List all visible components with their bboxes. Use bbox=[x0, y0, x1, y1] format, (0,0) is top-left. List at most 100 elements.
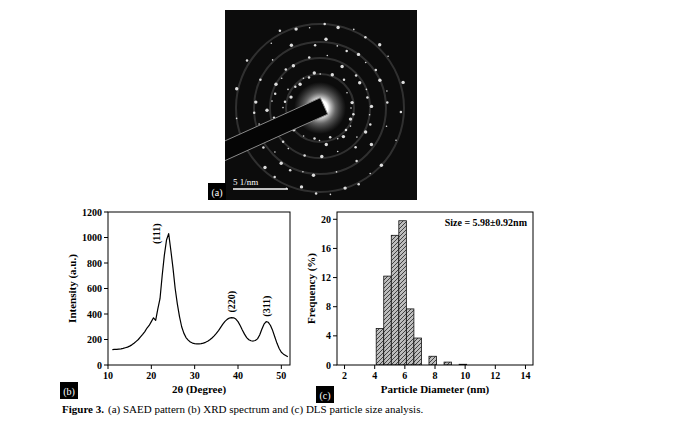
diffraction-spot bbox=[315, 192, 318, 195]
y-tick-label: 4 bbox=[326, 330, 331, 341]
diffraction-spot bbox=[331, 73, 334, 76]
diffraction-spot bbox=[369, 173, 371, 175]
diffraction-spot bbox=[386, 125, 388, 127]
y-axis-title: Frequency (%) bbox=[305, 253, 318, 324]
diffraction-spot bbox=[308, 56, 311, 59]
diffraction-spot bbox=[365, 62, 367, 64]
diffraction-spot bbox=[271, 100, 273, 102]
y-tick bbox=[104, 263, 108, 264]
diffraction-spot bbox=[386, 90, 388, 92]
diffraction-spot bbox=[386, 101, 389, 104]
diffraction-spot bbox=[246, 59, 249, 62]
diffraction-spot bbox=[282, 141, 285, 144]
peak-label: (111) bbox=[151, 223, 163, 244]
diffraction-spot bbox=[346, 92, 348, 94]
saed-image bbox=[225, 10, 417, 200]
diffraction-spot bbox=[366, 96, 369, 99]
diffraction-spot bbox=[370, 105, 373, 108]
diffraction-spot bbox=[314, 44, 317, 47]
x-tick bbox=[344, 365, 345, 369]
diffraction-spot bbox=[287, 89, 289, 91]
caption: Figure 3.(a) SAED pattern (b) XRD spectr… bbox=[62, 403, 423, 416]
diffraction-spot bbox=[357, 183, 360, 186]
histogram-bar bbox=[399, 221, 407, 365]
diffraction-spot bbox=[342, 135, 345, 138]
y-tick bbox=[104, 365, 108, 366]
x-tick bbox=[108, 365, 109, 369]
histogram-bar bbox=[406, 309, 414, 365]
diffraction-spot bbox=[337, 151, 339, 153]
y-tick-label: 0 bbox=[326, 360, 331, 371]
y-tick-label: 400 bbox=[87, 309, 102, 320]
diffraction-spot bbox=[358, 81, 361, 84]
diffraction-spot bbox=[303, 78, 305, 80]
x-tick bbox=[404, 365, 405, 369]
x-tick-label: 10 bbox=[460, 370, 470, 381]
y-tick-label: 1200 bbox=[82, 207, 102, 218]
x-tick-label: 2 bbox=[342, 370, 347, 381]
diffraction-spot bbox=[378, 79, 381, 82]
x-tick-label: 14 bbox=[520, 370, 530, 381]
diffraction-spot bbox=[308, 76, 311, 79]
x-tick-label: 6 bbox=[402, 370, 407, 381]
diffraction-spot bbox=[294, 86, 297, 89]
diffraction-spot bbox=[236, 118, 238, 120]
diffraction-spot bbox=[366, 89, 368, 91]
diffraction-spot bbox=[274, 92, 277, 95]
y-tick bbox=[104, 237, 108, 238]
y-tick bbox=[333, 365, 337, 366]
diffraction-spot bbox=[298, 83, 301, 86]
y-tick-label: 1000 bbox=[82, 232, 102, 243]
diffraction-spot bbox=[355, 160, 358, 163]
histogram-bar bbox=[384, 276, 392, 365]
diffraction-spot bbox=[285, 68, 288, 71]
diffraction-spot bbox=[355, 74, 358, 77]
y-tick-label: 800 bbox=[87, 258, 102, 269]
y-tick bbox=[333, 277, 337, 278]
diffraction-spot bbox=[400, 111, 403, 114]
diffraction-spot bbox=[281, 78, 283, 80]
diffraction-spot bbox=[312, 174, 315, 177]
diffraction-spot bbox=[340, 65, 343, 68]
diffraction-spot bbox=[330, 194, 332, 196]
x-tick bbox=[525, 365, 526, 369]
panel-label: (c) bbox=[319, 390, 330, 402]
y-tick bbox=[333, 335, 337, 336]
caption-text: (a) SAED pattern (b) XRD spectrum and (c… bbox=[108, 403, 423, 416]
y-tick-label: 12 bbox=[321, 272, 331, 283]
diffraction-spot bbox=[401, 81, 404, 84]
diffraction-spot bbox=[309, 27, 311, 29]
y-tick bbox=[104, 212, 108, 213]
panel-label-box bbox=[316, 386, 334, 403]
scale-bar bbox=[233, 188, 288, 190]
diffraction-spot bbox=[345, 50, 348, 53]
size-annotation: Size = 5.98±0.92nm bbox=[445, 217, 528, 228]
diffraction-spot bbox=[273, 176, 276, 179]
xrd-line bbox=[112, 234, 287, 357]
y-tick-label: 200 bbox=[87, 334, 102, 345]
x-tick-label: 20 bbox=[146, 370, 156, 381]
diffraction-spot bbox=[337, 45, 339, 47]
x-tick-label: 40 bbox=[233, 370, 243, 381]
y-tick-label: 8 bbox=[326, 301, 331, 312]
x-tick-label: 12 bbox=[490, 370, 500, 381]
diffraction-spot bbox=[280, 162, 283, 165]
diffraction-spot bbox=[329, 136, 332, 139]
diffraction-spot bbox=[369, 114, 371, 116]
x-tick bbox=[194, 365, 195, 369]
diffraction-spot bbox=[349, 117, 352, 120]
diffraction-spot bbox=[387, 56, 389, 58]
x-tick-label: 10 bbox=[103, 370, 113, 381]
y-tick bbox=[333, 248, 337, 249]
diffraction-spot bbox=[356, 136, 358, 138]
scale-bar-label: 5 1/nm bbox=[233, 177, 258, 187]
diffraction-spot bbox=[350, 125, 352, 127]
y-axis-title: Intensity (a.u.) bbox=[66, 254, 79, 323]
diffraction-spot bbox=[263, 166, 266, 169]
diffraction-spot bbox=[313, 71, 316, 74]
diffraction-spot bbox=[289, 95, 292, 98]
x-tick-label: 50 bbox=[276, 370, 286, 381]
diffraction-spot bbox=[354, 146, 357, 149]
y-tick bbox=[104, 314, 108, 315]
diffraction-spot bbox=[324, 38, 327, 41]
